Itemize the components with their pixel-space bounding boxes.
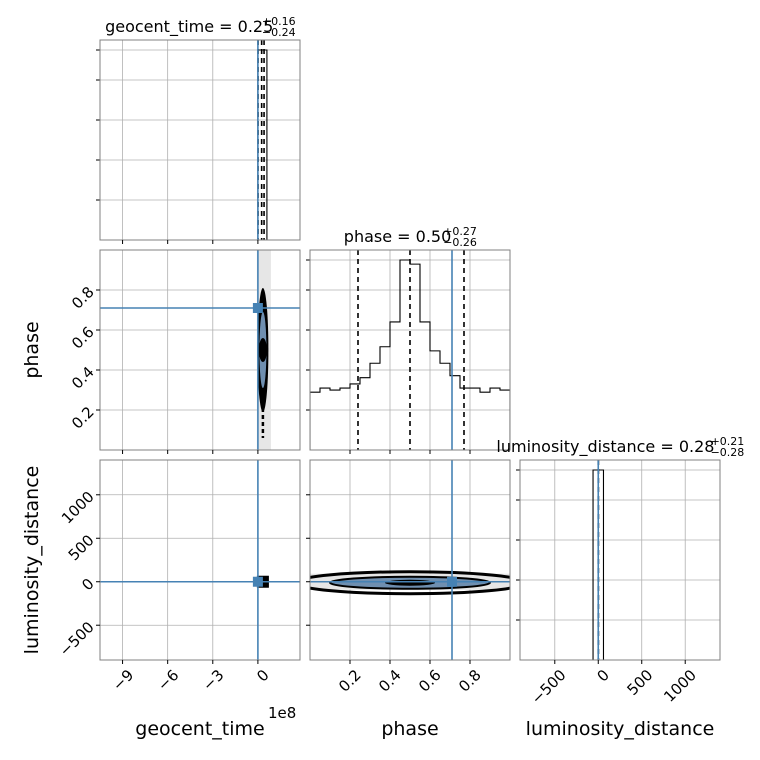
title-minus: −0.28 [711,446,745,459]
y-tick-label-luminosity_distance: 1000 [58,488,98,528]
y-axis-label-luminosity-distance: luminosity_distance [21,466,43,655]
x-tick-label-phase: 0.2 [335,666,365,696]
panel-phase-hist [306,249,511,454]
title-main: luminosity_distance = 0.28 [496,437,714,457]
contour-inner [258,338,267,362]
y-tick-label-luminosity_distance: −500 [56,618,98,660]
panel-content [100,250,300,450]
title-plus: +0.16 [262,15,296,28]
x-tick-label-luminosity_distance: 1000 [660,666,700,706]
truth-marker [447,576,457,587]
panel-frame [99,39,301,241]
panel-frame [309,459,511,661]
y-tick-label-luminosity_distance: 500 [65,531,98,564]
contour-inner [385,579,435,586]
panel-geocent_time-vs-luminosity_distance [96,459,301,664]
truth-marker [252,303,263,313]
title-minus: −0.26 [443,236,477,249]
title-geocent_time: geocent_time = 0.25+0.16−0.24 [105,15,296,39]
contour-outer [310,570,510,596]
y-tick-label-phase: 0.8 [68,283,98,313]
x-tick-label-phase: 0.6 [415,666,445,696]
panel-geocent_time-hist [96,39,301,244]
x-tick-label-geocent_time: −3 [199,666,227,694]
panel-content [100,460,300,660]
x-axis-label-luminosity-distance: luminosity_distance [526,718,715,740]
panel-content [310,460,510,660]
title-main: geocent_time = 0.25 [105,17,273,37]
y-tick-label-phase: 0.6 [68,323,98,353]
truth-marker [252,576,263,587]
title-phase: phase = 0.50+0.27−0.26 [344,225,477,249]
panel-phase-vs-luminosity_distance [306,459,511,664]
panel-content [520,460,720,660]
title-plus: +0.27 [443,225,477,238]
x-tick-label-phase: 0.8 [455,666,485,696]
panel-frame [309,249,511,451]
x-axis-label-phase: phase [381,718,438,740]
title-main: phase = 0.50 [344,227,451,246]
panels-layer [96,39,721,664]
text-layer: −9 −6 −3 0 0.2 0.4 0.6 0.8 −500 0 500 10000.20.40.6… [21,15,744,740]
panel-luminosity_distance-hist [516,459,721,664]
x-tick-label-luminosity_distance: 500 [624,666,657,699]
panel-frame [519,459,721,661]
x-tick-label-geocent_time: −9 [109,666,137,694]
panel-content [100,40,300,240]
title-luminosity_distance: luminosity_distance = 0.28+0.21−0.28 [496,435,744,459]
y-axis-label-phase: phase [21,321,43,378]
panel-geocent_time-vs-phase [96,249,301,454]
title-minus: −0.24 [262,26,296,39]
x-tick-label-geocent_time: −6 [154,666,182,694]
y-tick-label-phase: 0.4 [68,363,98,393]
x-tick-label-luminosity_distance: 0 [594,666,613,685]
x-tick-label-phase: 0.4 [375,666,405,696]
title-plus: +0.21 [711,435,745,448]
panel-content [310,250,510,450]
x-tick-label-luminosity_distance: −500 [528,666,570,708]
y-tick-label-phase: 0.2 [68,403,98,433]
x-axis-label-geocent-time: geocent_time [135,718,264,740]
offset-text: 1e8 [268,704,296,722]
panel-frame [99,459,301,661]
panel-frame [99,249,301,451]
x-tick-label-geocent_time: 0 [253,666,272,685]
y-tick-label-luminosity_distance: 0 [78,575,97,594]
